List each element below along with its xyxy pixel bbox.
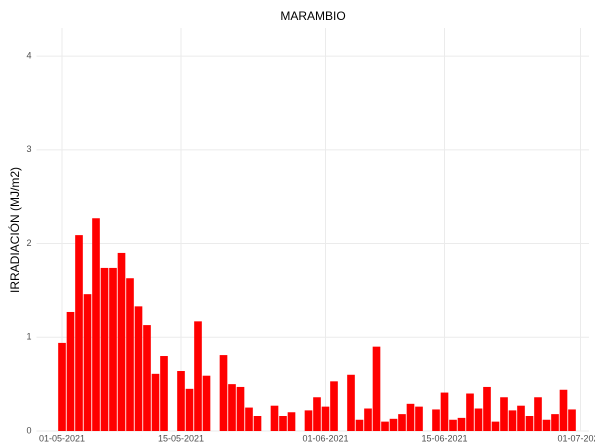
y-tick-label: 2 — [26, 238, 31, 248]
bar — [330, 381, 338, 431]
bar — [517, 405, 525, 431]
bar — [228, 384, 236, 431]
bar — [313, 397, 321, 431]
bar — [542, 419, 551, 431]
bar — [525, 416, 534, 431]
x-tick-label: 01-05-2021 — [39, 433, 85, 443]
bar — [449, 419, 457, 431]
x-tick-label: 01-07-2021 — [557, 433, 595, 443]
bar — [185, 388, 194, 431]
bar — [415, 406, 423, 431]
y-tick-label: 3 — [26, 144, 31, 154]
bar — [270, 405, 279, 431]
bar — [202, 375, 211, 431]
bar — [134, 306, 143, 431]
bar — [364, 408, 372, 431]
bar — [474, 408, 483, 431]
bar — [109, 267, 117, 431]
y-tick-label: 4 — [26, 50, 31, 60]
bar — [355, 419, 364, 431]
bar — [304, 410, 313, 431]
y-tick-label: 0 — [26, 425, 31, 435]
bar — [406, 403, 415, 431]
bar — [287, 412, 296, 431]
bar — [117, 252, 126, 431]
bar — [160, 356, 168, 431]
bar — [381, 421, 389, 431]
bar — [466, 393, 474, 431]
bar — [253, 416, 262, 431]
bar — [483, 386, 491, 431]
bar — [100, 267, 109, 431]
bar — [372, 346, 381, 431]
bar — [440, 392, 449, 431]
bar — [219, 355, 228, 431]
bar — [236, 386, 245, 431]
bar — [245, 407, 253, 431]
bar — [143, 325, 151, 431]
bar — [432, 409, 440, 431]
x-tick-label: 15-06-2021 — [421, 433, 467, 443]
y-tick-label: 1 — [26, 332, 31, 342]
x-tick-label: 01-06-2021 — [302, 433, 348, 443]
bar — [398, 414, 406, 431]
bar — [194, 321, 202, 431]
x-tick-label: 15-05-2021 — [158, 433, 204, 443]
bar — [66, 311, 75, 431]
bar — [75, 235, 83, 431]
bar — [321, 406, 330, 431]
bar — [92, 218, 100, 431]
bar — [58, 342, 66, 431]
bar — [151, 373, 160, 431]
chart-title: MARAMBIO — [280, 9, 345, 23]
bar — [389, 418, 398, 431]
bar — [559, 389, 568, 431]
bar — [126, 278, 134, 431]
y-axis-label: IRRADIACIÓN (MJ/m2) — [7, 167, 22, 293]
bar — [83, 294, 92, 431]
bar — [347, 374, 355, 431]
bar — [500, 397, 508, 431]
bar — [568, 409, 576, 431]
bar — [177, 371, 185, 431]
bar — [491, 421, 500, 431]
bar — [457, 417, 466, 431]
bar — [551, 414, 559, 431]
bar — [508, 410, 517, 431]
bar — [279, 416, 287, 431]
bar — [534, 397, 542, 431]
